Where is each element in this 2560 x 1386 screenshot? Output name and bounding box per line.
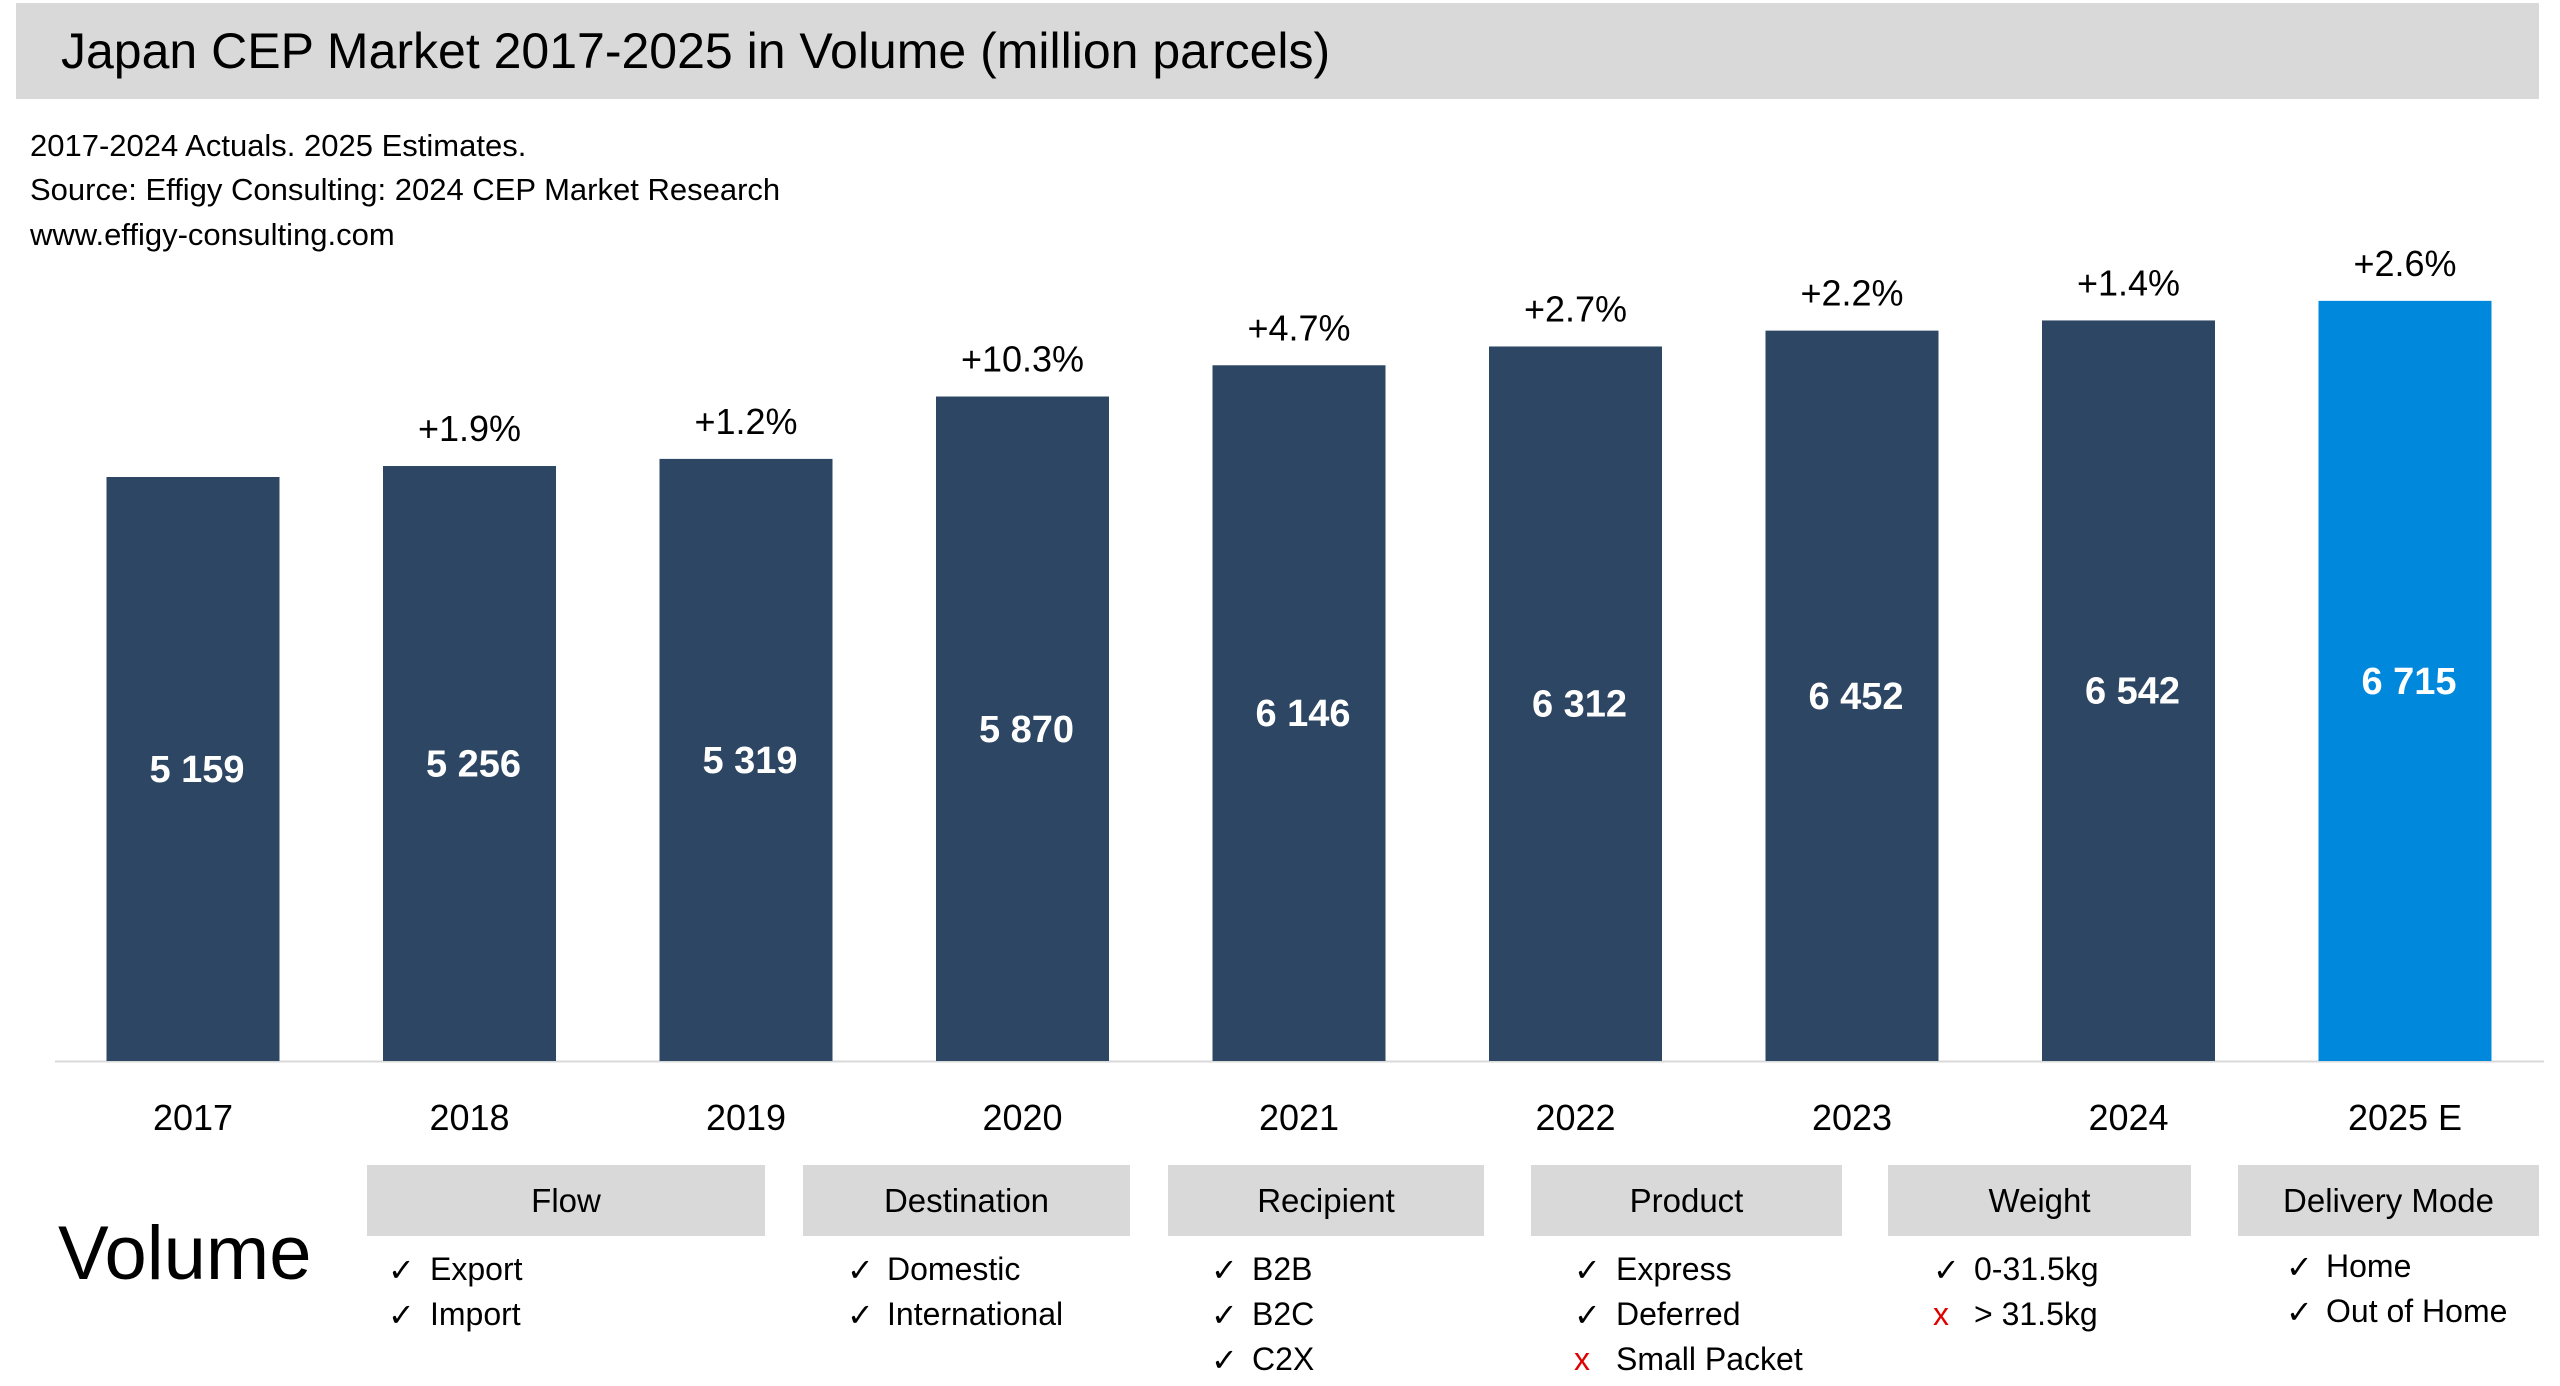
x-tick-label: 2023 (1812, 1097, 1892, 1138)
check-icon: ✓ (1574, 1252, 1601, 1288)
bar-chart: 5 159 2017 5 256 +1.9% 2018 5 319 +1.2% 2019 5 8… (55, 243, 2544, 1138)
scope-header-delivery-mode: Delivery Mode (2238, 1165, 2539, 1236)
growth-label: +2.7% (1524, 288, 1627, 329)
scope-header-weight: Weight (1888, 1165, 2191, 1236)
value-label: 6 146 (1255, 693, 1350, 735)
check-icon: ✓ (847, 1297, 874, 1333)
value-label: 6 452 (1808, 676, 1903, 718)
value-label: 5 256 (426, 744, 521, 786)
bar-2022 (1489, 346, 1662, 1062)
growth-label: +1.9% (418, 408, 521, 449)
growth-label: +2.6% (2353, 243, 2456, 284)
x-tick-label: 2021 (1259, 1097, 1339, 1138)
scope-item: Import (430, 1296, 521, 1332)
bar-2024 (2042, 320, 2215, 1062)
value-label: 6 312 (1532, 684, 1627, 726)
check-icon: ✓ (2286, 1294, 2313, 1330)
scope-header-recipient: Recipient (1168, 1165, 1484, 1236)
check-icon: ✓ (388, 1252, 415, 1288)
scope-item: > 31.5kg (1974, 1296, 2098, 1332)
x-tick-label: 2017 (153, 1097, 233, 1138)
scope-header-destination: Destination (803, 1165, 1130, 1236)
bar-2025-E (2318, 300, 2492, 1061)
bar-2017 (106, 477, 280, 1061)
scope-item: B2B (1252, 1251, 1313, 1287)
x-tick-label: 2025 E (2348, 1097, 2462, 1138)
bar-2020 (936, 396, 1109, 1061)
growth-label: +1.2% (694, 401, 797, 442)
cross-icon: x (1933, 1296, 1949, 1332)
scope-item: Home (2326, 1248, 2412, 1284)
value-label: 6 715 (2361, 661, 2456, 703)
cross-icon: x (1574, 1341, 1590, 1377)
scope-header-product: Product (1531, 1165, 1842, 1236)
x-tick-label: 2024 (2088, 1097, 2168, 1138)
note-source: Source: Effigy Consulting: 2024 CEP Mark… (30, 172, 781, 207)
scope-header-flow: Flow (367, 1165, 765, 1236)
check-icon: ✓ (2286, 1249, 2313, 1285)
check-icon: ✓ (1211, 1252, 1238, 1288)
check-icon: ✓ (1211, 1342, 1238, 1378)
value-label: 5 870 (979, 709, 1074, 751)
scope-item: B2C (1252, 1296, 1315, 1332)
scope-item: Domestic (887, 1251, 1021, 1287)
scope-item: Deferred (1616, 1296, 1741, 1332)
check-icon: ✓ (1574, 1297, 1601, 1333)
growth-label: +10.3% (961, 339, 1084, 380)
scope-item: 0-31.5kg (1974, 1251, 2099, 1287)
check-icon: ✓ (1211, 1297, 1238, 1333)
scope-item: Small Packet (1616, 1341, 1803, 1377)
chart-title: Japan CEP Market 2017-2025 in Volume (mi… (61, 23, 1331, 79)
value-label: 6 542 (2085, 671, 2180, 713)
note-website: www.effigy-consulting.com (30, 217, 395, 252)
scope-item: C2X (1252, 1341, 1315, 1377)
check-icon: ✓ (847, 1252, 874, 1288)
x-tick-label: 2022 (1535, 1097, 1615, 1138)
check-icon: ✓ (1933, 1252, 1960, 1288)
x-tick-label: 2020 (982, 1097, 1062, 1138)
scope-item: International (887, 1296, 1064, 1332)
check-icon: ✓ (388, 1297, 415, 1333)
growth-label: +1.4% (2077, 262, 2180, 303)
x-tick-label: 2018 (429, 1097, 509, 1138)
value-label: 5 159 (149, 749, 244, 791)
growth-label: +2.2% (1800, 273, 1903, 314)
growth-label: +4.7% (1247, 307, 1350, 348)
value-label: 5 319 (702, 740, 797, 782)
title-bar: Japan CEP Market 2017-2025 in Volume (mi… (16, 3, 2539, 99)
scope-item: Export (430, 1251, 523, 1287)
bar-2023 (1765, 330, 1939, 1061)
scope-item: Out of Home (2326, 1293, 2508, 1329)
bar-2021 (1212, 365, 1386, 1061)
scope-label: Volume (58, 1211, 312, 1296)
bar-2018 (383, 466, 556, 1061)
x-tick-label: 2019 (706, 1097, 786, 1138)
note-actuals: 2017-2024 Actuals. 2025 Estimates. (30, 128, 527, 163)
bar-2019 (659, 458, 833, 1062)
scope-item: Express (1616, 1251, 1732, 1287)
